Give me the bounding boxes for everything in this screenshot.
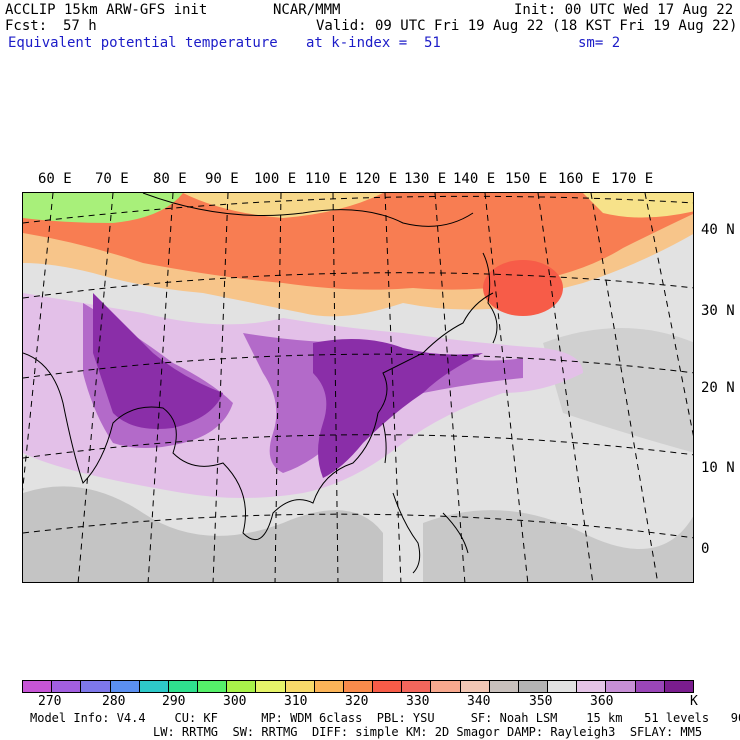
gray-region [423,510,693,582]
colorbar-tick: 270 [38,694,62,709]
model-info-line2: LW: RRTMG SW: RRTMG DIFF: simple KM: 2D … [153,725,703,739]
lon-label: 70 E [95,171,129,187]
colorbar-swatch [518,681,549,692]
smoothing-label: sm= 2 [578,35,621,51]
field-name: Equivalent potential temperature [8,35,278,51]
org-label: NCAR/MMM [273,2,341,18]
valid-time: Valid: 09 UTC Fri 19 Aug 22 (18 KST Fri … [316,18,738,34]
colorbar-tick: 280 [102,694,126,709]
colorbar-swatch [664,681,693,692]
colorbar-swatch [635,681,665,692]
gray-region [23,486,383,582]
lon-label: 110 E [305,171,348,187]
lat-label: 20 N [701,380,735,396]
colorbar-swatch [431,681,461,692]
lon-label: 100 E [254,171,297,187]
dark-purple-core [313,339,483,478]
init-time: Init: 00 UTC Wed 17 Aug 22 [514,2,734,18]
colorbar-swatch [23,681,53,692]
colorbar-swatch [460,681,490,692]
lon-label: 160 E [558,171,601,187]
colorbar-tick: 310 [284,694,308,709]
hot-blob [483,260,563,316]
cool-patch [23,193,183,223]
colorbar-swatch [110,681,140,692]
colorbar-swatch [81,681,111,692]
colorbar-tick: 290 [162,694,186,709]
colorbar-swatch [548,681,578,692]
colorbar-swatch [402,681,432,692]
map-canvas [23,193,693,582]
lat-label: 0 [701,541,710,557]
colorbar-swatch [256,681,286,692]
model-title: ACCLIP 15km ARW-GFS init [5,2,208,18]
forecast-hour: 57 h [63,18,97,34]
colorbar-tick: 350 [529,694,553,709]
colorbar-swatch [343,681,374,692]
gray-region [543,328,693,453]
colorbar-swatch [52,681,82,692]
colorbar-swatch [606,681,636,692]
lat-label: 30 N [701,303,735,319]
colorbar-swatch [314,681,344,692]
theta-e-map [22,192,694,583]
lon-label: 150 E [505,171,548,187]
lon-label: 60 E [38,171,72,187]
forecast-label: Fcst: [5,18,48,34]
colorbar-unit: K [690,694,698,709]
colorbar-swatch [139,681,169,692]
coastlines [23,193,498,574]
level-label: at k-index = 51 [306,35,441,51]
lon-label: 170 E [611,171,654,187]
colorbar-swatch [373,681,403,692]
lon-label: 80 E [153,171,187,187]
lon-label: 90 E [205,171,239,187]
colorbar-swatch [489,681,519,692]
colorbar-swatch [577,681,607,692]
lat-label: 10 N [701,460,735,476]
colorbar-tick: 340 [467,694,491,709]
lat-label: 40 N [701,222,735,238]
colorbar-tick: 360 [590,694,614,709]
colorbar-swatch [227,681,257,692]
lon-label: 140 E [453,171,496,187]
colorbar-tick: 300 [223,694,247,709]
model-info-line1: Model Info: V4.4 CU: KF MP: WDM 6class P… [30,711,740,725]
colorbar-swatch [285,681,315,692]
lon-label: 120 E [355,171,398,187]
colorbar-swatch [168,681,199,692]
colorbar [22,680,694,693]
colorbar-swatch [198,681,228,692]
graticule [23,193,693,582]
colorbar-tick: 330 [406,694,430,709]
colorbar-tick: 320 [345,694,369,709]
lon-label: 130 E [404,171,447,187]
dark-purple-core [93,293,223,429]
